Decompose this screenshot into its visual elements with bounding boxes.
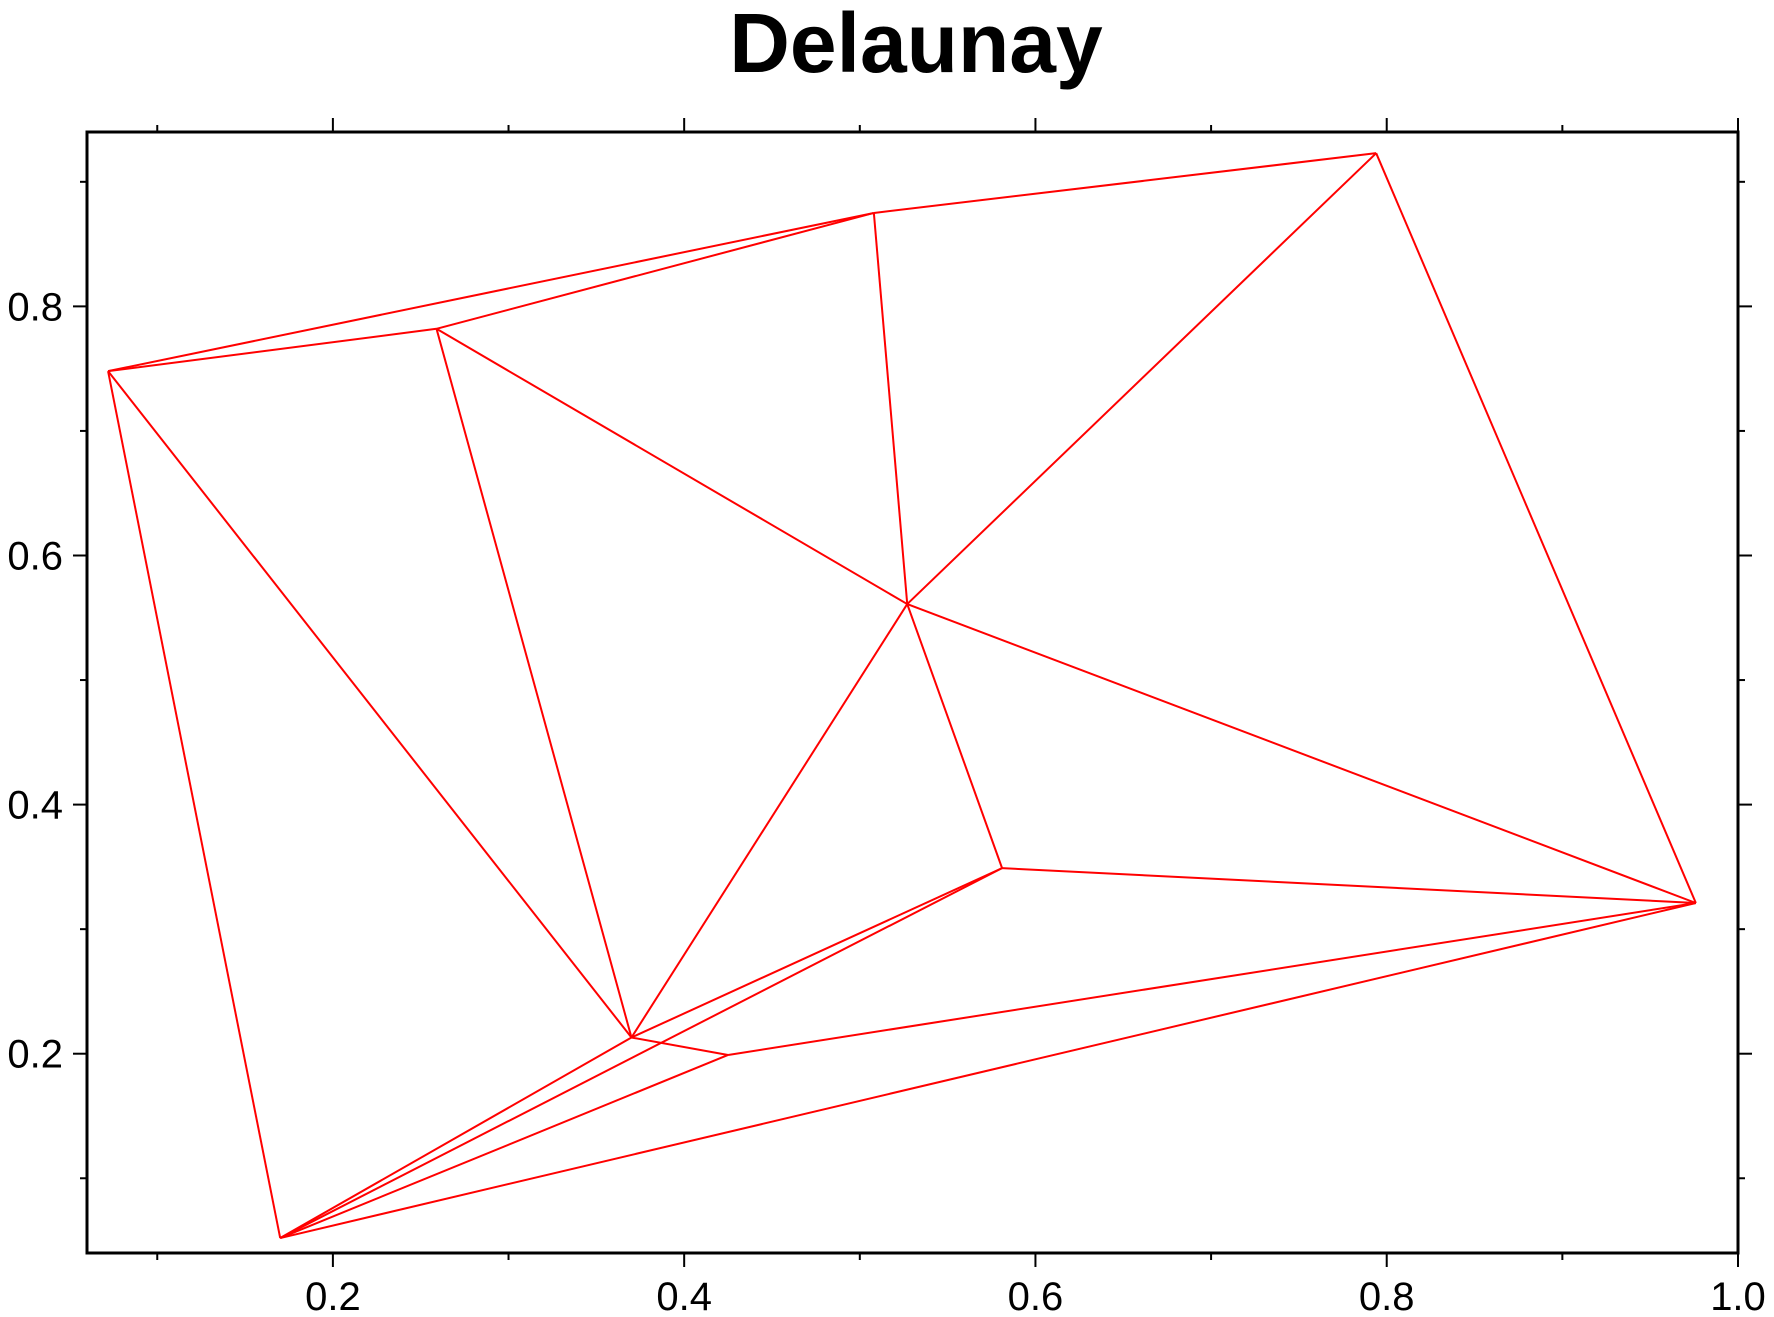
triangulation-edge-16 — [631, 867, 1003, 1039]
y-tick-label: 0.2 — [7, 1033, 63, 1077]
axis-tick-labels: 0.2 0.4 0.6 0.8 1.0 0.2 0.4 0.6 0.8 — [7, 285, 1765, 1317]
x-tick-label: 0.4 — [656, 1275, 712, 1317]
triangulation-edge-20 — [727, 902, 1697, 1056]
triangulation-edge-1 — [107, 327, 437, 373]
triangulation-edge-10 — [107, 370, 633, 1039]
triangulation-edge-2 — [107, 211, 875, 373]
chart-title: Delaunay — [729, 0, 1103, 90]
triangulation-edge-14 — [906, 603, 1697, 904]
triangulation-edge-3 — [436, 211, 875, 330]
triangulation-edge-12 — [630, 603, 909, 1039]
triangulation-edges — [107, 152, 1697, 1240]
y-tick-label: 0.6 — [7, 534, 63, 578]
triangulation-edge-6 — [872, 212, 909, 605]
axis-ticks — [73, 118, 1752, 1267]
triangulation-edge-22 — [279, 902, 1697, 1240]
triangulation-edge-9 — [435, 328, 633, 1038]
x-tick-label: 0.2 — [305, 1275, 361, 1317]
triangulation-edge-21 — [279, 1054, 729, 1239]
triangulation-edge-4 — [873, 152, 1377, 214]
triangulation-edge-8 — [436, 327, 908, 605]
y-tick-label: 0.4 — [7, 784, 63, 828]
triangulation-edge-15 — [1002, 867, 1696, 904]
y-tick-label: 0.8 — [7, 285, 63, 329]
triangulation-edge-18 — [631, 1036, 729, 1056]
triangulation-edge-13 — [906, 603, 1004, 869]
x-tick-label: 0.8 — [1359, 1275, 1415, 1317]
triangulation-edge-11 — [107, 370, 282, 1239]
triangulation-edge-19 — [279, 1036, 632, 1239]
x-tick-label: 0.6 — [1008, 1275, 1064, 1317]
triangulation-edge-17 — [279, 867, 1003, 1239]
plot-frame — [85, 130, 1740, 1255]
triangulation-edge-5 — [1375, 152, 1697, 904]
triangulation-edge-7 — [906, 152, 1377, 605]
x-tick-label: 1.0 — [1710, 1275, 1766, 1317]
